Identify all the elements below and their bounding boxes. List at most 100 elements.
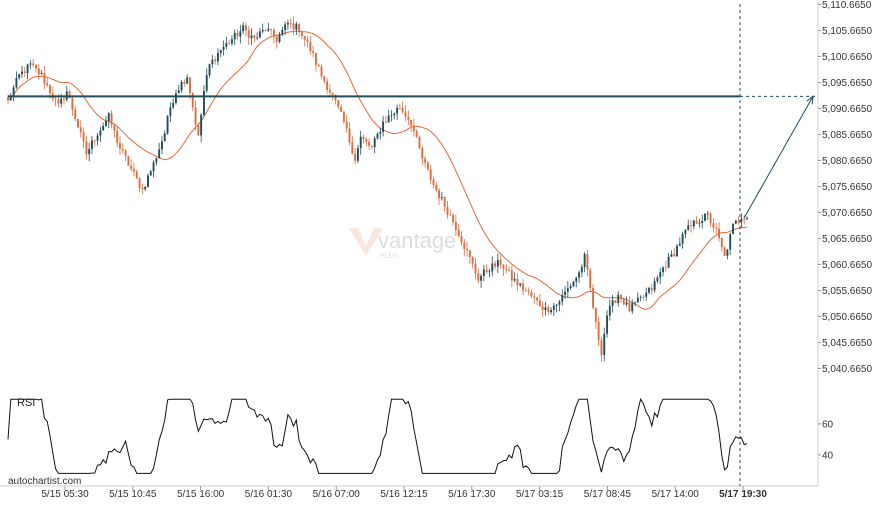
candle-body	[384, 121, 387, 123]
candle-body	[561, 294, 564, 302]
candle-body	[575, 277, 578, 282]
time-tick-label: 5/15 10:45	[109, 489, 157, 500]
candle-body	[368, 141, 371, 146]
price-tick-label: 5,110.6650	[822, 0, 872, 11]
candle-body	[225, 42, 228, 47]
candle-body	[46, 83, 49, 86]
levels	[8, 4, 818, 486]
candle-body	[440, 197, 443, 199]
candle-body	[158, 149, 161, 159]
price-tick-label: 5,070.6650	[822, 208, 872, 219]
candle-body	[723, 247, 726, 256]
candle-body	[566, 288, 569, 292]
candle-body	[720, 237, 723, 248]
candle-body	[471, 257, 474, 264]
candle-body	[684, 229, 687, 235]
candle-body	[614, 300, 617, 304]
candle-body	[348, 128, 351, 143]
candle-body	[370, 145, 373, 148]
candle-body	[26, 64, 29, 74]
candle-body	[331, 92, 334, 95]
candle-body	[737, 220, 740, 222]
candle-body	[250, 35, 253, 38]
candle-body	[407, 116, 410, 120]
candle-body	[510, 270, 513, 281]
candle-body	[477, 273, 480, 281]
candle-body	[656, 277, 659, 282]
candle-body	[239, 31, 242, 37]
candle-body	[194, 107, 197, 125]
vantage-logo-mark	[349, 228, 383, 256]
candle-body	[617, 294, 620, 304]
price-tick-label: 5,055.6650	[822, 286, 872, 297]
candle-body	[320, 66, 323, 77]
candle-body	[421, 147, 424, 159]
candle-body	[452, 215, 455, 223]
candle-body	[382, 121, 385, 132]
candle-body	[664, 267, 667, 269]
candle-body	[410, 119, 413, 126]
candle-body	[522, 283, 525, 291]
candle-body	[597, 321, 600, 341]
price-tick-label: 5,075.6650	[822, 182, 872, 193]
candle-body	[474, 263, 477, 274]
candle-body	[270, 28, 273, 30]
time-axis: 5/15 05:30 5/15 10:45 5/15 16:00 5/16 01:30…	[41, 486, 767, 500]
candle-body	[530, 292, 533, 297]
candle-body	[40, 73, 43, 75]
candle-body	[96, 135, 99, 141]
candle-body	[29, 63, 32, 65]
candle-body	[161, 141, 163, 150]
price-tick-label: 5,050.6650	[822, 312, 872, 323]
candle-body	[698, 222, 701, 224]
candle-body	[63, 98, 65, 100]
candle-body	[79, 127, 82, 132]
candle-body	[326, 81, 329, 91]
vantage-watermark: vantage PLUS	[349, 228, 456, 260]
candle-body	[356, 148, 359, 161]
candle-body	[166, 116, 169, 134]
forecast-arrow-line	[743, 96, 814, 219]
candle-body	[513, 279, 516, 281]
candle-body	[653, 281, 656, 291]
candle-body	[298, 23, 301, 33]
forecast-arrow-head	[806, 95, 814, 105]
candle-body	[704, 213, 706, 221]
price-tick-label: 5,080.6650	[822, 156, 872, 167]
candle-body	[443, 197, 446, 207]
candle-body	[544, 307, 547, 310]
price-tick-label: 5,090.6650	[822, 104, 872, 115]
candle-body	[415, 131, 418, 137]
time-tick-label: 5/17 03:15	[516, 489, 564, 500]
candle-body	[620, 294, 622, 299]
candle-body	[284, 24, 287, 30]
candle-body	[460, 235, 463, 243]
candle-body	[527, 291, 530, 293]
candle-body	[396, 107, 399, 114]
candle-body	[622, 298, 625, 305]
candle-body	[135, 171, 138, 178]
time-tick-label: 5/15 05:30	[41, 489, 89, 500]
candle-body	[275, 36, 278, 42]
candle-body	[662, 267, 664, 273]
candle-body	[105, 121, 107, 126]
candle-body	[292, 23, 295, 30]
price-tick-label: 5,085.6650	[822, 130, 872, 141]
candle-body	[701, 220, 704, 223]
candle-body	[256, 37, 259, 39]
candle-body	[690, 225, 692, 227]
candle-body	[54, 98, 57, 100]
candle-body	[726, 249, 729, 256]
candle-body	[300, 32, 303, 37]
candle-body	[502, 265, 505, 269]
candle-body	[362, 136, 365, 140]
candle-body	[144, 186, 147, 190]
candle-body	[127, 156, 130, 166]
candle-body	[650, 288, 653, 291]
candle-body	[68, 91, 71, 98]
candle-body	[499, 260, 502, 266]
candles	[7, 16, 748, 362]
candle-body	[82, 131, 85, 142]
watermark-text: vantage	[378, 228, 456, 253]
candle-body	[715, 227, 718, 229]
